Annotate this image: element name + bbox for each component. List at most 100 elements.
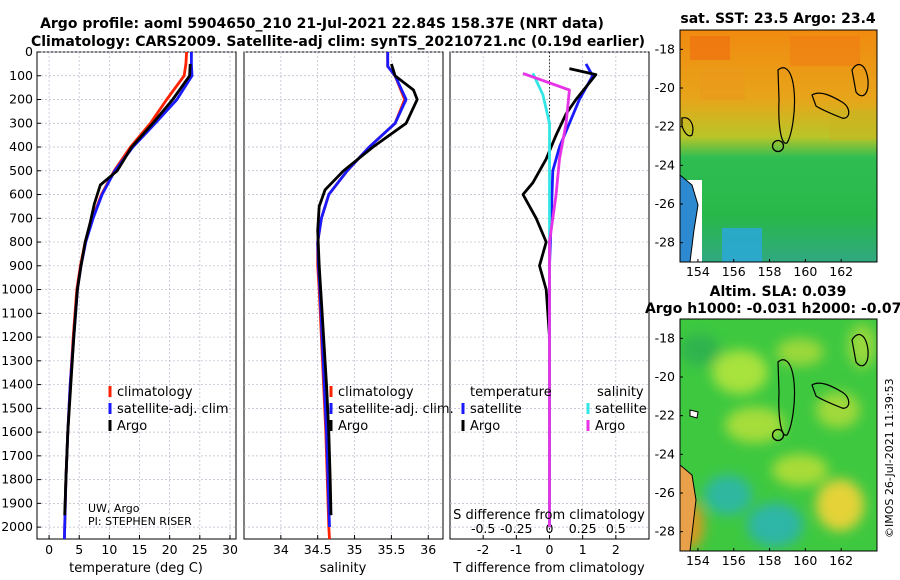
series-line-satellite-adj-clim	[316, 52, 408, 528]
legend-temperature-title: temperature	[470, 385, 552, 400]
legend-label-salinity-satellite: satellite	[595, 402, 647, 417]
tick-label-layer: 0 5 10 15 20 25 300100200300400500600700800900…	[1, 44, 626, 557]
legend-label-argo: Argo	[117, 419, 147, 434]
sla-map-frame	[679, 318, 878, 552]
y-tick-label: 1500	[1, 400, 33, 415]
x-tick-label: 2	[612, 542, 620, 557]
sla-map-subtitle: Argo h1000: -0.031 h2000: -0.072	[645, 301, 900, 317]
map-y-tick-label: -22	[655, 408, 675, 423]
x-tick-label: 1	[579, 542, 587, 557]
y-tick-label: 1000	[1, 282, 33, 297]
map-x-tick-label: 162	[829, 264, 853, 279]
x-tick-label: 25	[192, 542, 208, 557]
difference-xlabel: T difference from climatology	[452, 561, 645, 576]
legend-label-satellite: satellite-adj. clim.	[338, 402, 454, 417]
map-y-tick-label: -28	[655, 524, 675, 539]
y-tick-label: 800	[9, 234, 33, 249]
series-layer	[63, 51, 598, 540]
sst-map-frame	[679, 29, 878, 263]
map-y-tick-label: -24	[655, 157, 675, 172]
legend-salinity-title: salinity	[597, 385, 644, 400]
credit-line-2: PI: STEPHEN RISER	[88, 515, 192, 528]
legend-label-climatology: climatology	[338, 385, 414, 400]
difference-legend: temperature satellite Argo salinity sate…	[461, 385, 647, 434]
y-tick-label: 1100	[1, 305, 33, 320]
map-tick-layer: -18 -20 -22 -24 -26 -28 154 156 158 160 162 -18 -20 -…	[655, 41, 854, 568]
title-line-2: Climatology: CARS2009. Satellite-adj cli…	[31, 34, 645, 50]
sla-map-image	[680, 319, 877, 551]
temperature-xlabel: temperature (deg C)	[69, 561, 203, 576]
series-line-argo	[63, 63, 192, 516]
x-tick-label: 15	[132, 542, 148, 557]
top-tick-label: 0	[546, 521, 554, 536]
map-y-tick-label: -26	[655, 485, 675, 500]
x-tick-label: 36	[420, 542, 436, 557]
legend-label-climatology: climatology	[117, 385, 193, 400]
sla-map-title: Altim. SLA: 0.039	[710, 284, 847, 300]
temperature-legend: climatology satellite-adj. clim Argo	[108, 385, 229, 434]
x-tick-label: -1	[510, 542, 522, 557]
top-tick-label: 0.5	[606, 521, 626, 536]
x-tick-label: 0	[546, 542, 554, 557]
y-tick-label: 1400	[1, 377, 33, 392]
grid-layer	[37, 51, 649, 539]
legend-label-argo: Argo	[338, 419, 368, 434]
salinity-legend: climatology satellite-adj. clim. Argo	[329, 385, 454, 434]
salinity-xlabel: salinity	[320, 561, 367, 576]
y-tick-label: 300	[9, 115, 33, 130]
y-tick-label: 1600	[1, 424, 33, 439]
y-tick-label: 500	[9, 163, 33, 178]
map-x-tick-label: 160	[793, 264, 817, 279]
series-line-satellite-adj-clim	[63, 52, 194, 540]
x-tick-label: 20	[162, 542, 178, 557]
y-tick-label: 1300	[1, 353, 33, 368]
map-y-tick-label: -20	[655, 80, 675, 95]
x-tick-label: 5	[75, 542, 83, 557]
credit-line-1: UW, Argo	[88, 502, 140, 515]
temperature-plot-frame	[36, 51, 237, 540]
y-tick-label: 1200	[1, 329, 33, 344]
salinity-plot-frame	[243, 51, 444, 540]
series-line-argo	[316, 63, 419, 516]
x-tick-label: 34.5	[304, 542, 332, 557]
map-y-tick-label: -20	[655, 369, 675, 384]
series-line-temperature-argo	[521, 67, 598, 528]
series-line-climatology	[63, 51, 188, 540]
y-tick-label: 900	[9, 258, 33, 273]
sst-map-image	[680, 30, 877, 262]
series-line-salinity-argo	[522, 72, 571, 528]
difference-top-xlabel: S difference from climatology	[453, 508, 645, 523]
top-tick-label: -0.25	[500, 521, 532, 536]
timestamp: ©IMOS 26-Jul-2021 11:39:53	[883, 378, 896, 538]
map-x-tick-label: 160	[793, 553, 817, 568]
argo-position-marker	[771, 139, 785, 153]
x-tick-label: 30	[222, 542, 238, 557]
title-line-1: Argo profile: aoml 5904650_210 21-Jul-20…	[40, 16, 604, 32]
legend-label-satellite: satellite-adj. clim	[117, 402, 229, 417]
map-x-tick-label: 158	[758, 553, 782, 568]
top-tick-label: -0.5	[471, 521, 495, 536]
map-y-tick-label: -26	[655, 196, 675, 211]
map-y-tick-label: -18	[655, 41, 675, 56]
map-x-tick-label: 162	[829, 553, 853, 568]
legend-label-temperature-argo: Argo	[470, 419, 500, 434]
map-y-tick-label: -22	[655, 119, 675, 134]
map-x-tick-label: 156	[722, 264, 746, 279]
y-tick-label: 0	[25, 44, 33, 59]
map-x-tick-label: 154	[686, 264, 710, 279]
sst-map-title: sat. SST: 23.5 Argo: 23.4	[680, 11, 876, 27]
x-tick-label: 35.5	[377, 542, 405, 557]
x-tick-label: 34	[273, 542, 289, 557]
y-tick-label: 400	[9, 139, 33, 154]
y-tick-label: 1700	[1, 448, 33, 463]
x-tick-label: 35	[347, 542, 363, 557]
y-tick-label: 700	[9, 210, 33, 225]
x-tick-label: 0	[45, 542, 53, 557]
map-y-tick-label: -24	[655, 446, 675, 461]
map-x-tick-label: 154	[686, 553, 710, 568]
y-tick-label: 1800	[1, 472, 33, 487]
top-tick-label: 0.25	[569, 521, 597, 536]
y-tick-label: 1900	[1, 495, 33, 510]
y-tick-label: 200	[9, 92, 33, 107]
